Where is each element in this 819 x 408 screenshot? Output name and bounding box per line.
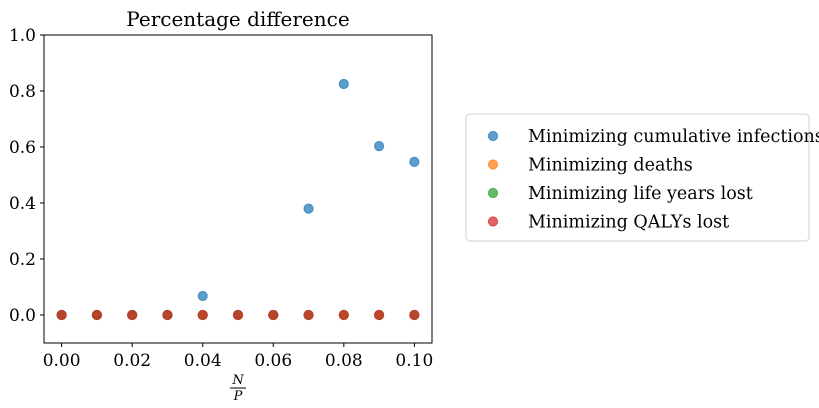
data-point [197,309,208,321]
x-tick-label: 0.00 [43,351,81,371]
axis-ticks: 0.00 0.02 0.04 0.06 0.08 0.10 0.0 0.2 0.4 0.6 0.8 1… [9,26,433,371]
data-point [409,156,420,167]
data-point [303,309,314,321]
data-point [91,309,103,321]
legend-box [465,113,810,242]
y-tick-label: 0.0 [9,306,36,326]
data-points [56,78,420,321]
y-tick-label: 0.4 [9,194,36,214]
series-1 [56,78,420,321]
data-point [56,309,67,321]
legend-label: Minimizing cumulative infections [528,127,819,147]
legend-label: Minimizing life years lost [528,184,753,204]
data-point [303,203,314,214]
legend-item: Minimizing deaths [487,156,693,176]
data-point [162,309,173,321]
data-point [127,309,138,321]
legend-marker [487,187,499,199]
data-point [409,309,420,321]
y-tick-label: 0.8 [9,82,36,102]
x-tick-label: 0.08 [325,351,363,371]
x-tick-label: 0.06 [254,351,292,371]
y-tick-label: 1.0 [9,26,36,46]
legend-item: Minimizing cumulative infections [487,127,819,147]
y-tick-label: 0.6 [9,138,36,158]
legend-marker [487,216,499,227]
legend: Minimizing cumulative infections Minimizi… [465,113,819,242]
legend-label: Minimizing QALYs lost [528,213,729,233]
x-axis-label-numerator: N [231,373,244,388]
x-tick-label: 0.10 [395,351,433,371]
data-point [373,141,385,152]
legend-marker [487,159,499,170]
x-tick-label: 0.04 [184,351,222,371]
plot-axes [43,34,433,344]
chart-title: Percentage difference [126,7,349,31]
data-point [232,309,244,321]
plot-frame [43,34,433,344]
x-tick-label: 0.02 [113,351,151,371]
x-axis-label: N P [230,373,246,404]
x-axis-label-denominator: P [233,389,243,404]
legend-item: Minimizing life years lost [487,184,753,204]
y-tick-label: 0.2 [9,250,36,270]
data-point [373,309,385,321]
legend-item: Minimizing QALYs lost [487,213,729,233]
data-point [197,290,208,302]
data-point [338,78,349,90]
legend-label: Minimizing deaths [528,156,693,176]
data-point [268,309,279,321]
legend-marker [487,130,499,142]
data-point [338,309,349,321]
series-4 [56,309,420,321]
